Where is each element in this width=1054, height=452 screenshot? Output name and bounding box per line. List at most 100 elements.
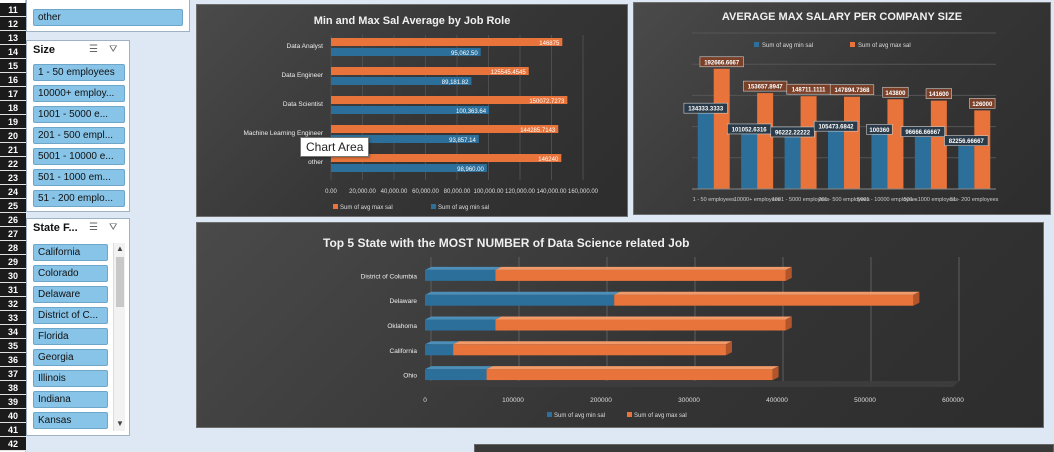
data-label: 148711.1111 bbox=[792, 88, 826, 94]
slicer-item[interactable]: other bbox=[33, 9, 183, 26]
row-number[interactable]: 36 bbox=[0, 353, 26, 367]
row-number[interactable]: 33 bbox=[0, 311, 26, 325]
bar-max-top bbox=[495, 266, 792, 270]
row-number[interactable]: 20 bbox=[0, 129, 26, 143]
slicer-item[interactable]: California bbox=[33, 244, 108, 261]
bar-min bbox=[425, 369, 487, 381]
scroll-thumb[interactable] bbox=[116, 257, 124, 307]
multi-select-icon[interactable]: ☰ bbox=[89, 44, 98, 55]
category-label: Machine Learning Engineer bbox=[244, 130, 324, 137]
x-category-label: 201 - 500 employees bbox=[818, 197, 870, 203]
bar-min bbox=[741, 125, 758, 189]
data-label: 153657.8947 bbox=[748, 85, 784, 91]
bottom-chart-edge[interactable] bbox=[474, 444, 1054, 452]
bar-min bbox=[828, 123, 844, 189]
slicer-item[interactable]: Delaware bbox=[33, 286, 108, 303]
data-label: 105473.6842 bbox=[818, 125, 854, 131]
slicer-item[interactable]: 501 - 1000 em... bbox=[33, 169, 125, 186]
row-number[interactable]: 31 bbox=[0, 283, 26, 297]
bar-max-top bbox=[453, 341, 732, 345]
bar-max bbox=[844, 96, 860, 189]
data-label: 150072.7273 bbox=[529, 99, 565, 105]
slicer-item[interactable]: 1001 - 5000 e... bbox=[33, 106, 125, 123]
category-label: California bbox=[390, 348, 418, 355]
data-label-box bbox=[699, 56, 744, 68]
data-label: 98,960.00 bbox=[457, 167, 484, 173]
slicer-item[interactable]: Colorado bbox=[33, 265, 108, 282]
row-number[interactable]: 19 bbox=[0, 115, 26, 129]
row-number[interactable]: 15 bbox=[0, 59, 26, 73]
scroll-down-icon[interactable]: ▼ bbox=[116, 419, 124, 428]
row-number[interactable]: 18 bbox=[0, 101, 26, 115]
row-number[interactable]: 16 bbox=[0, 73, 26, 87]
row-number[interactable]: 28 bbox=[0, 241, 26, 255]
bar-max bbox=[495, 269, 786, 281]
row-number[interactable]: 38 bbox=[0, 381, 26, 395]
row-number[interactable]: 42 bbox=[0, 437, 26, 451]
chart-title: Top 5 State with the MOST NUMBER of Data… bbox=[323, 236, 690, 250]
row-number[interactable]: 30 bbox=[0, 269, 26, 283]
clear-filter-icon[interactable]: ⛛ bbox=[109, 44, 118, 55]
bar-max bbox=[974, 110, 991, 189]
legend-swatch bbox=[547, 412, 552, 417]
bar-max bbox=[495, 319, 786, 331]
row-number[interactable]: 21 bbox=[0, 143, 26, 157]
slicer-item[interactable]: Florida bbox=[33, 328, 108, 345]
multi-select-icon[interactable]: ☰ bbox=[89, 222, 98, 233]
slicer-item[interactable]: Indiana bbox=[33, 391, 108, 408]
slicer-item[interactable]: 51 - 200 emplo... bbox=[33, 190, 125, 207]
bar-max bbox=[331, 67, 529, 75]
data-label: 192666.6667 bbox=[704, 60, 740, 66]
row-number[interactable]: 39 bbox=[0, 395, 26, 409]
row-number[interactable]: 29 bbox=[0, 255, 26, 269]
row-number[interactable]: 13 bbox=[0, 31, 26, 45]
row-number[interactable]: 14 bbox=[0, 45, 26, 59]
bar-max bbox=[887, 99, 904, 189]
data-label: 93,857.14 bbox=[449, 138, 476, 144]
data-label: 100,363.64 bbox=[456, 109, 487, 115]
slicer-scrollbar[interactable]: ▲ ▼ bbox=[113, 243, 125, 431]
clear-filter-icon[interactable]: ⛛ bbox=[109, 222, 118, 233]
row-number[interactable]: 32 bbox=[0, 297, 26, 311]
row-number[interactable]: 17 bbox=[0, 87, 26, 101]
job-role-chart[interactable]: Min and Max Sal Average by Job Role 0.00… bbox=[196, 4, 628, 217]
legend-swatch bbox=[850, 42, 855, 47]
row-number[interactable]: 34 bbox=[0, 325, 26, 339]
row-number[interactable]: 24 bbox=[0, 185, 26, 199]
slicer-item[interactable]: District of C... bbox=[33, 307, 108, 324]
row-number[interactable]: 23 bbox=[0, 171, 26, 185]
slicer-item[interactable]: 5001 - 10000 e... bbox=[33, 148, 125, 165]
x-tick-label: 100000 bbox=[502, 397, 524, 404]
top-slicer[interactable]: other bbox=[26, 0, 190, 32]
row-number[interactable]: 41 bbox=[0, 423, 26, 437]
slicer-item[interactable]: 1 - 50 employees bbox=[33, 64, 125, 81]
company-size-chart[interactable]: AVERAGE MAX SALARY PER COMPANY SIZE Sum … bbox=[633, 2, 1051, 215]
row-number[interactable]: 22 bbox=[0, 157, 26, 171]
row-number[interactable]: 35 bbox=[0, 339, 26, 353]
row-number[interactable]: 11 bbox=[0, 3, 26, 17]
slicer-item[interactable]: Georgia bbox=[33, 349, 108, 366]
chart-floor bbox=[425, 381, 959, 387]
state-slicer[interactable]: State F... ☰ ⛛ ▲ ▼ California Colorado Del… bbox=[26, 218, 130, 436]
scroll-up-icon[interactable]: ▲ bbox=[116, 244, 124, 253]
x-category-label: 501 - 1000 employees bbox=[904, 197, 959, 203]
row-number[interactable]: 40 bbox=[0, 409, 26, 423]
size-slicer[interactable]: Size ☰ ⛛ 1 - 50 employees 10000+ employ..… bbox=[26, 40, 130, 212]
slicer-item[interactable]: 201 - 500 empl... bbox=[33, 127, 125, 144]
row-header-column[interactable]: 11 12 13 14 15 16 17 18 19 20 21 22 23 24 25 26 27 28 29 30… bbox=[0, 0, 26, 452]
bar-max bbox=[757, 93, 774, 189]
slicer-item[interactable]: Illinois bbox=[33, 370, 108, 387]
slicer-item[interactable]: Kansas bbox=[33, 412, 108, 429]
row-number[interactable]: 27 bbox=[0, 227, 26, 241]
size-slicer-title: Size bbox=[33, 44, 56, 56]
data-label: 100360 bbox=[869, 128, 890, 134]
row-number[interactable]: 37 bbox=[0, 367, 26, 381]
data-label: 147894.7368 bbox=[834, 88, 870, 94]
legend-label: Sum of avg max sal bbox=[634, 413, 687, 419]
company-size-chart-plot: Sum of avg min sal Sum of avg max sal 1343… bbox=[683, 32, 999, 203]
row-number[interactable]: 12 bbox=[0, 17, 26, 31]
slicer-item[interactable]: 10000+ employ... bbox=[33, 85, 125, 102]
row-number[interactable]: 26 bbox=[0, 213, 26, 227]
row-number[interactable]: 25 bbox=[0, 199, 26, 213]
top-states-chart[interactable]: Top 5 State with the MOST NUMBER of Data… bbox=[196, 222, 1044, 428]
